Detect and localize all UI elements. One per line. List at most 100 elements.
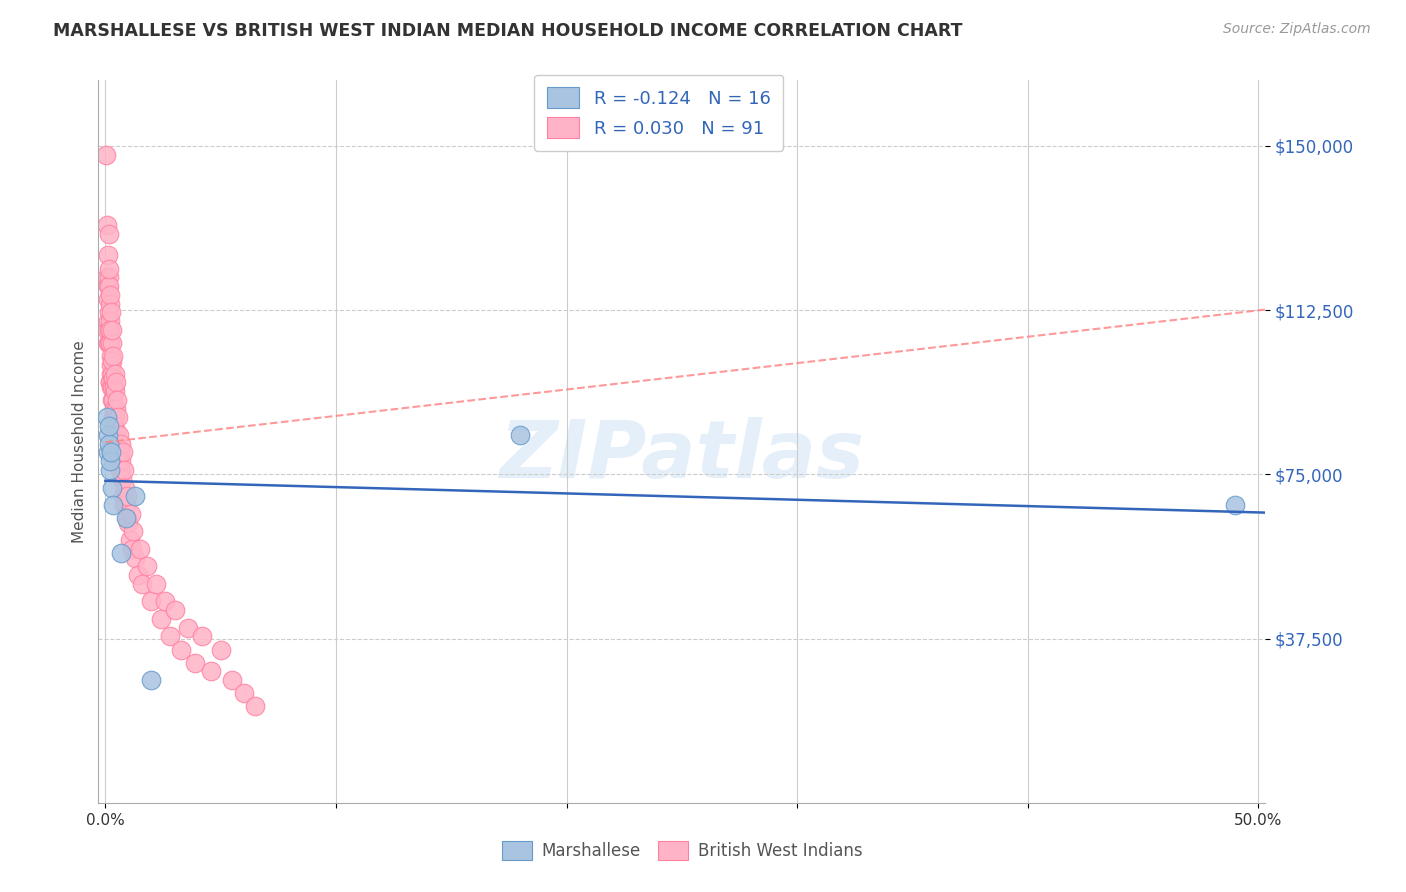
Point xyxy=(100,376,122,390)
Point xyxy=(97,323,120,337)
Point xyxy=(155,594,177,608)
Point xyxy=(105,401,128,416)
Point xyxy=(96,218,118,232)
Point xyxy=(117,516,139,530)
Point xyxy=(98,261,121,276)
Y-axis label: Median Household Income: Median Household Income xyxy=(72,340,87,543)
Point xyxy=(103,410,125,425)
Point xyxy=(159,629,181,643)
Point xyxy=(97,279,120,293)
Point xyxy=(100,380,122,394)
Point xyxy=(145,577,167,591)
Point xyxy=(170,642,193,657)
Point xyxy=(101,481,124,495)
Point xyxy=(98,305,121,319)
Point xyxy=(97,336,120,351)
Point xyxy=(149,612,172,626)
Point xyxy=(115,511,138,525)
Point xyxy=(100,336,122,351)
Point xyxy=(127,568,149,582)
Point xyxy=(111,445,134,459)
Point xyxy=(111,472,134,486)
Point xyxy=(97,270,120,285)
Point xyxy=(131,577,153,591)
Point xyxy=(108,428,131,442)
Point xyxy=(191,629,214,643)
Point xyxy=(110,463,132,477)
Point xyxy=(105,424,128,438)
Point xyxy=(98,314,121,328)
Point xyxy=(104,384,127,399)
Point xyxy=(98,336,121,351)
Point xyxy=(135,559,157,574)
Point xyxy=(245,699,267,714)
Point xyxy=(129,541,152,556)
Point xyxy=(101,392,124,407)
Text: Source: ZipAtlas.com: Source: ZipAtlas.com xyxy=(1223,22,1371,37)
Point xyxy=(163,603,186,617)
Point xyxy=(107,454,129,468)
Point xyxy=(101,410,124,425)
Point xyxy=(100,445,122,459)
Point xyxy=(100,367,122,381)
Point xyxy=(98,336,121,351)
Point xyxy=(107,410,129,425)
Point xyxy=(121,541,143,556)
Point xyxy=(98,279,121,293)
Point xyxy=(101,367,124,381)
Point xyxy=(103,380,125,394)
Point xyxy=(115,511,138,525)
Point xyxy=(98,288,121,302)
Point xyxy=(103,401,125,416)
Point xyxy=(124,489,146,503)
Point xyxy=(104,376,127,390)
Point xyxy=(98,376,121,390)
Point xyxy=(232,686,254,700)
Point xyxy=(101,353,124,368)
Point xyxy=(98,419,121,434)
Point xyxy=(97,436,120,450)
Text: ZIPatlas: ZIPatlas xyxy=(499,417,865,495)
Point xyxy=(141,594,163,608)
Point xyxy=(103,349,125,363)
Point xyxy=(96,410,118,425)
Point xyxy=(96,270,118,285)
Point xyxy=(100,454,122,468)
Point xyxy=(97,314,120,328)
Point xyxy=(98,296,121,310)
Point xyxy=(112,489,135,503)
Point xyxy=(120,507,142,521)
Point xyxy=(110,454,132,468)
Point xyxy=(103,498,125,512)
Point xyxy=(1225,498,1247,512)
Point xyxy=(98,463,121,477)
Text: MARSHALLESE VS BRITISH WEST INDIAN MEDIAN HOUSEHOLD INCOME CORRELATION CHART: MARSHALLESE VS BRITISH WEST INDIAN MEDIA… xyxy=(53,22,963,40)
Point xyxy=(97,292,120,306)
Point xyxy=(101,380,124,394)
Point xyxy=(209,642,232,657)
Point xyxy=(100,323,122,337)
Point xyxy=(104,410,127,425)
Legend: Marshallese, British West Indians: Marshallese, British West Indians xyxy=(495,834,869,867)
Point xyxy=(103,419,125,434)
Point xyxy=(118,533,141,547)
Point xyxy=(96,323,118,337)
Point xyxy=(108,445,131,459)
Point xyxy=(141,673,163,688)
Point xyxy=(97,248,120,262)
Point xyxy=(97,428,120,442)
Point xyxy=(184,656,207,670)
Point xyxy=(97,445,120,459)
Point xyxy=(103,367,125,381)
Point xyxy=(509,428,531,442)
Point xyxy=(100,305,122,319)
Point xyxy=(105,436,128,450)
Point xyxy=(101,371,124,385)
Point xyxy=(97,227,120,241)
Point xyxy=(110,546,132,560)
Point xyxy=(117,489,139,503)
Point xyxy=(112,463,135,477)
Point xyxy=(115,498,138,512)
Point xyxy=(96,147,118,161)
Point xyxy=(122,524,145,539)
